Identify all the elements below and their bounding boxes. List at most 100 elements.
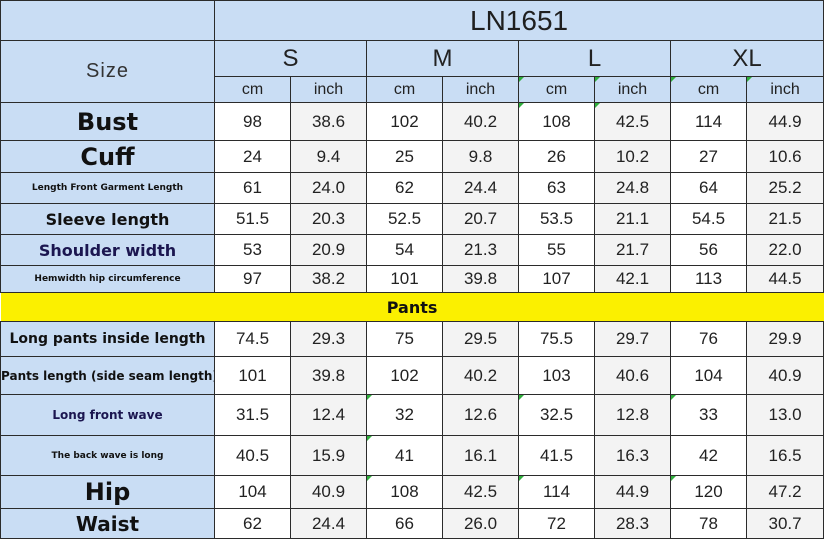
table-cell: 33: [670, 394, 747, 436]
table-cell: 102: [366, 356, 443, 395]
table-cell: 47.2: [745, 475, 825, 509]
unit-header: cm: [366, 76, 443, 103]
row-label-hip: Hip: [0, 475, 215, 509]
row-label-bust: Bust: [0, 102, 215, 141]
table-cell: 29.5: [442, 321, 519, 357]
table-cell: 16.5: [745, 435, 825, 476]
table-cell: 40.9: [290, 475, 367, 509]
table-cell: 76: [670, 321, 747, 357]
table-cell: 104: [214, 475, 291, 509]
table-cell: 75: [366, 321, 443, 357]
unit-header: inch: [442, 76, 519, 103]
table-cell: 44.5: [745, 265, 825, 293]
row-label-waist: Waist: [0, 508, 215, 539]
table-cell: 20.7: [442, 203, 519, 235]
table-cell: 20.9: [290, 234, 367, 266]
size-header-xl: XL: [669, 40, 825, 77]
unit-header: cm: [518, 76, 595, 103]
table-cell: 26.0: [442, 508, 519, 539]
unit-header: inch: [290, 76, 367, 103]
table-row: Length Front Garment Length 61 24.0 62 2…: [0, 172, 825, 204]
table-cell: 63: [518, 172, 595, 204]
table-row: Hip 104 40.9 108 42.5 114 44.9 120 47.2: [0, 475, 825, 509]
table-cell: 66: [366, 508, 443, 539]
table-cell: 30.7: [745, 508, 825, 539]
table-cell: 42: [670, 435, 747, 476]
table-cell: 72: [518, 508, 595, 539]
table-cell: 16.1: [442, 435, 519, 476]
row-label-front-wave: Long front wave: [0, 394, 215, 436]
table-cell: 78: [670, 508, 747, 539]
table-cell: 24.8: [594, 172, 671, 204]
table-cell: 101: [214, 356, 291, 395]
unit-header-row: cm inch cm inch cm inch cm inch: [1, 76, 825, 103]
table-cell: 12.8: [594, 394, 671, 436]
table-cell: 44.9: [745, 102, 825, 141]
table-cell: 120: [670, 475, 747, 509]
table-cell: 24: [214, 140, 291, 173]
table-cell: 108: [518, 102, 595, 141]
size-header-l: L: [518, 40, 671, 77]
size-label: Size: [0, 40, 215, 103]
table-cell: 9.8: [442, 140, 519, 173]
table-cell: 29.7: [594, 321, 671, 357]
table-cell: 21.3: [442, 234, 519, 266]
table-row: Long front wave 31.5 12.4 32 12.6 32.5 1…: [0, 394, 825, 436]
table-cell: 24.4: [290, 508, 367, 539]
table-cell: 104: [670, 356, 747, 395]
table-row: Hemwidth hip circumference 97 38.2 101 3…: [0, 265, 825, 293]
table-cell: 97: [214, 265, 291, 293]
table-cell: 22.0: [745, 234, 825, 266]
table-cell: 29.3: [290, 321, 367, 357]
table-cell: 38.2: [290, 265, 367, 293]
row-label-sleeve-length: Sleeve length: [0, 203, 215, 235]
table-cell: 32.5: [518, 394, 595, 436]
table-cell: 10.6: [745, 140, 825, 173]
table-cell: 54.5: [670, 203, 747, 235]
table-cell: 42.1: [594, 265, 671, 293]
table-cell: 52.5: [366, 203, 443, 235]
table-cell: 64: [670, 172, 747, 204]
table-cell: 41: [366, 435, 443, 476]
table-cell: 102: [366, 102, 443, 141]
table-cell: 62: [366, 172, 443, 204]
table-cell: 29.9: [745, 321, 825, 357]
section-band: Pants: [0, 292, 824, 322]
table-cell: 98: [214, 102, 291, 141]
table-row: Long pants inside length 74.5 29.3 75 29…: [0, 321, 825, 357]
table-cell: 40.9: [745, 356, 825, 395]
table-row: Bust 98 38.6 102 40.2 108 42.5 114 44.9: [0, 102, 825, 141]
table-cell: 107: [518, 265, 595, 293]
table-row: Cuff 24 9.4 25 9.8 26 10.2 27 10.6: [0, 140, 825, 173]
table-cell: 108: [366, 475, 443, 509]
table-cell: 15.9: [290, 435, 367, 476]
table-cell: 53: [214, 234, 291, 266]
table-cell: 20.3: [290, 203, 367, 235]
unit-header: cm: [214, 76, 291, 103]
row-label-side-seam: Pants length (side seam length): [0, 356, 215, 395]
table-cell: 21.1: [594, 203, 671, 235]
table-cell: 13.0: [745, 394, 825, 436]
table-title: LN1651: [213, 0, 825, 41]
table-cell: 21.7: [594, 234, 671, 266]
table-row: Sleeve length 51.5 20.3 52.5 20.7 53.5 2…: [0, 203, 825, 235]
table-cell: 114: [518, 475, 595, 509]
table-cell: 74.5: [214, 321, 291, 357]
table-cell: 42.5: [594, 102, 671, 141]
row-label-back-wave: The back wave is long: [0, 435, 215, 476]
table-cell: 62: [214, 508, 291, 539]
table-cell: 31.5: [214, 394, 291, 436]
table-cell: 40.2: [442, 356, 519, 395]
table-cell: 40.6: [594, 356, 671, 395]
table-cell: 61: [214, 172, 291, 204]
table-cell: 42.5: [442, 475, 519, 509]
unit-header: inch: [594, 76, 671, 103]
table-cell: 21.5: [745, 203, 825, 235]
row-label-front-length: Length Front Garment Length: [0, 172, 215, 204]
table-cell: 101: [366, 265, 443, 293]
table-cell: 27: [670, 140, 747, 173]
table-cell: 44.9: [594, 475, 671, 509]
unit-header: cm: [670, 76, 747, 103]
table-cell: 12.6: [442, 394, 519, 436]
size-header-s: S: [214, 40, 367, 77]
